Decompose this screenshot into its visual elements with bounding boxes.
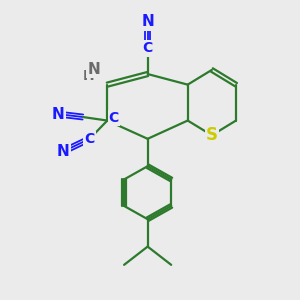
Text: N: N: [52, 106, 64, 122]
Text: N: N: [57, 144, 70, 159]
Text: H: H: [83, 69, 95, 83]
Text: S: S: [206, 126, 218, 144]
Text: N: N: [88, 62, 100, 77]
Text: N: N: [141, 14, 154, 29]
Text: C: C: [85, 132, 95, 146]
Text: C: C: [109, 111, 119, 125]
Text: C: C: [142, 41, 153, 56]
